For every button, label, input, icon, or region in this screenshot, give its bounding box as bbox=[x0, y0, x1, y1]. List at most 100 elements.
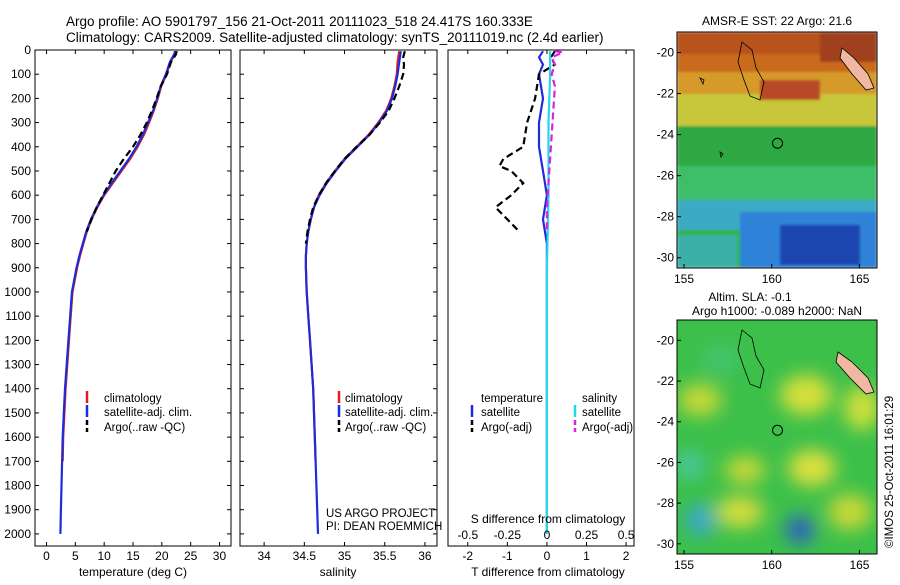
s-diff-tick-label: 0 bbox=[544, 528, 551, 542]
legend-title-temperature: temperature bbox=[481, 393, 543, 405]
x-tick-label: 25 bbox=[184, 549, 198, 563]
difference-axis-ticks: -2 -1 0 1 2 bbox=[462, 50, 630, 563]
x-tick-label: 15 bbox=[126, 549, 140, 563]
depth-tick-label: 1900 bbox=[4, 503, 31, 517]
legend-label-t-satellite: satellite bbox=[481, 407, 520, 419]
depth-tick-label: 900 bbox=[11, 261, 31, 275]
depth-tick-label: 1200 bbox=[4, 333, 31, 347]
depth-tick-label: 200 bbox=[11, 91, 31, 105]
x-tick-label: 36 bbox=[418, 549, 432, 563]
x-tick-label: -2 bbox=[462, 549, 473, 563]
depth-tick-label: 1500 bbox=[4, 406, 31, 420]
argo-position-marker bbox=[772, 137, 784, 149]
x-tick-label: 30 bbox=[213, 549, 227, 563]
depth-tick-label: 600 bbox=[11, 188, 31, 202]
figure-title-line1: Argo profile: AO 5901797_156 21-Oct-2011… bbox=[66, 14, 533, 29]
lat-tick-label: -30 bbox=[657, 537, 675, 551]
lon-tick-label: 155 bbox=[674, 272, 694, 286]
lat-tick-label: -22 bbox=[657, 374, 675, 388]
x-tick-label: 2 bbox=[623, 549, 630, 563]
lat-tick-label: -30 bbox=[657, 251, 675, 265]
temperature-series bbox=[59, 50, 178, 534]
depth-tick-label: 1600 bbox=[4, 430, 31, 444]
lat-tick-label: -20 bbox=[657, 333, 675, 347]
salinity-depth-ticks bbox=[240, 49, 437, 535]
salinity-axis-ticks: 34 34.5 35 35.5 36 bbox=[257, 50, 432, 563]
series-line-argo-raw-qc bbox=[85, 50, 178, 232]
temperature-panel: 0100200300400500600700800900100011001200… bbox=[4, 43, 232, 579]
depth-tick-label: 2000 bbox=[4, 527, 31, 541]
x-tick-label: 0 bbox=[544, 549, 551, 563]
lon-tick-label: 165 bbox=[849, 558, 869, 572]
difference-series bbox=[493, 50, 567, 534]
argo-position-marker bbox=[772, 424, 784, 436]
legend-title-salinity: salinity bbox=[582, 393, 617, 405]
depth-tick-label: 800 bbox=[11, 237, 31, 251]
depth-tick-label: 500 bbox=[11, 164, 31, 178]
salinity-legend: climatology satellite-adj. clim. Argo(..… bbox=[337, 391, 433, 434]
x-tick-label: 35.5 bbox=[373, 549, 397, 563]
lat-tick-label: -20 bbox=[657, 46, 675, 60]
s-difference-tick-labels: -0.5 -0.25 0 0.25 0.5 bbox=[457, 528, 634, 542]
project-credit-line1: US ARGO PROJECT bbox=[326, 508, 435, 520]
salinity-series bbox=[304, 50, 406, 534]
sla-map-title-line1: Altim. SLA: -0.1 bbox=[708, 290, 792, 304]
x-tick-label: 0 bbox=[43, 549, 50, 563]
depth-tick-label: 1700 bbox=[4, 454, 31, 468]
lat-tick-label: -24 bbox=[657, 415, 675, 429]
x-tick-label: 34 bbox=[257, 549, 271, 563]
x-tick-label: 34.5 bbox=[293, 549, 317, 563]
depth-tick-label: 0 bbox=[24, 43, 31, 57]
s-diff-tick-label: 0.5 bbox=[618, 528, 635, 542]
reef-outline-small bbox=[699, 77, 724, 159]
figure-title-line2: Climatology: CARS2009. Satellite-adjuste… bbox=[66, 30, 604, 45]
series-line-t-argo-adj bbox=[493, 50, 557, 233]
series-line-t-satellite bbox=[537, 50, 549, 534]
series-line-satellite-adj-clim bbox=[59, 50, 177, 534]
temperature-legend: climatology satellite-adj. clim. Argo(..… bbox=[85, 391, 192, 434]
lat-tick-label: -26 bbox=[657, 169, 675, 183]
depth-tick-label: 400 bbox=[11, 140, 31, 154]
sla-map-panel: Altim. SLA: -0.1 Argo h1000: -0.089 h200… bbox=[657, 290, 878, 572]
depth-tick-label: 1000 bbox=[4, 285, 31, 299]
sla-map-ticks: 155 160 165 -20 -22 -24 -26 -28 -30 bbox=[657, 333, 870, 572]
x-tick-label: 5 bbox=[72, 549, 79, 563]
x-tick-label: 20 bbox=[155, 549, 169, 563]
lat-tick-label: -22 bbox=[657, 87, 675, 101]
depth-tick-label: 1100 bbox=[5, 309, 31, 323]
temperature-plot-frame bbox=[34, 49, 232, 547]
salinity-axis-label: salinity bbox=[320, 565, 357, 579]
sla-map-frame bbox=[676, 319, 878, 555]
series-line-s-satellite bbox=[545, 51, 552, 534]
depth-tick-label: 100 bbox=[11, 67, 31, 81]
x-tick-label: 35 bbox=[338, 549, 352, 563]
project-credit-line2: PI: DEAN ROEMMICH bbox=[326, 521, 442, 533]
s-difference-axis-label: S difference from climatology bbox=[471, 512, 626, 526]
difference-panel: -2 -1 0 1 2 T difference from climatology S … bbox=[447, 49, 635, 579]
sst-map-title: AMSR-E SST: 22 Argo: 21.6 bbox=[702, 14, 852, 28]
landmass-new-caledonia bbox=[839, 47, 875, 91]
legend-label-s-satellite: satellite bbox=[582, 407, 621, 419]
sst-map-frame bbox=[676, 31, 878, 269]
difference-legend: temperature satellite Argo(-adj) salinit… bbox=[470, 393, 633, 434]
imos-credit: ©IMOS 25-Oct-2011 16:01:29 bbox=[884, 396, 896, 548]
series-line-satellite-adj-clim bbox=[304, 51, 402, 534]
legend-label-argo: Argo(..raw -QC) bbox=[104, 422, 185, 434]
temperature-axis-ticks: 0 5 10 15 20 25 30 bbox=[43, 50, 226, 563]
legend-label-climatology: climatology bbox=[104, 393, 162, 405]
depth-tick-label: 1800 bbox=[4, 479, 31, 493]
legend-label-argo: Argo(..raw -QC) bbox=[345, 422, 426, 434]
lat-tick-label: -26 bbox=[657, 455, 675, 469]
lat-tick-label: -24 bbox=[657, 128, 675, 142]
s-diff-tick-label: -0.25 bbox=[494, 528, 522, 542]
depth-tick-label: 700 bbox=[11, 212, 31, 226]
x-tick-label: -1 bbox=[502, 549, 513, 563]
legend-label-climatology: climatology bbox=[345, 393, 403, 405]
landmass-new-caledonia bbox=[835, 351, 875, 395]
difference-plot-frame bbox=[447, 49, 635, 547]
sst-field bbox=[677, 32, 877, 268]
legend-label-s-argo: Argo(-adj) bbox=[582, 422, 633, 434]
legend-label-t-argo: Argo(-adj) bbox=[481, 422, 532, 434]
sla-field bbox=[677, 320, 877, 554]
